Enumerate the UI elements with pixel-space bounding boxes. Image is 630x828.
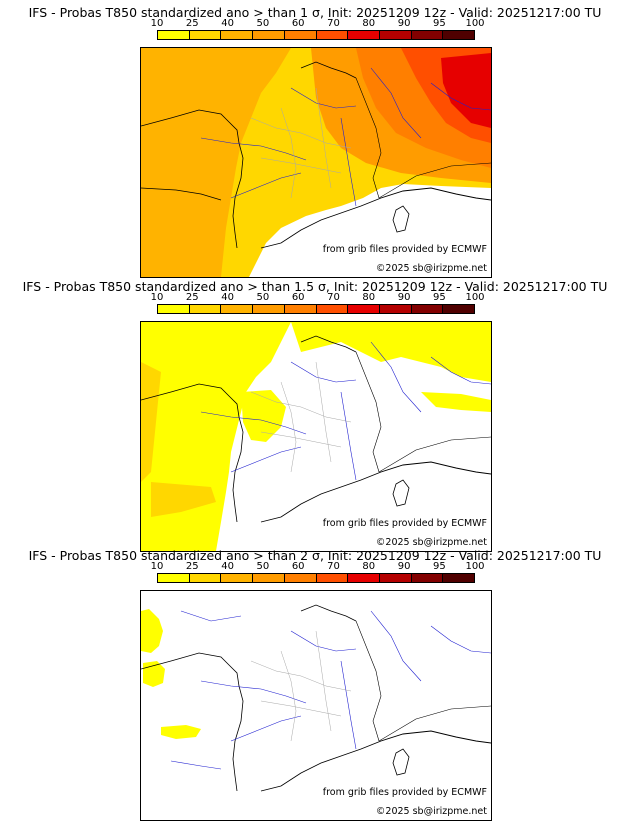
colorbar-swatch xyxy=(221,31,254,39)
colorbar-swatch xyxy=(316,305,349,313)
source-credit: from grib files provided by ECMWF xyxy=(322,787,487,798)
map-panel-1-5-sigma: IFS - Probas T850 standardized ano > tha… xyxy=(0,280,630,552)
colorbar-swatch xyxy=(348,574,380,582)
colorbar-swatch xyxy=(253,31,285,39)
colorbar-tick: 70 xyxy=(327,561,340,572)
colorbar-swatch xyxy=(189,574,222,582)
colorbar xyxy=(157,30,475,40)
colorbar-tick: 60 xyxy=(291,18,305,29)
colorbar-tick: 100 xyxy=(465,561,485,572)
colorbar-tick: 40 xyxy=(221,561,234,572)
colorbar-tick: 25 xyxy=(185,18,199,29)
colorbar-swatch xyxy=(253,305,285,313)
colorbar-tick: 80 xyxy=(362,561,376,572)
colorbar-tick: 100 xyxy=(465,292,485,303)
source-credit: from grib files provided by ECMWF xyxy=(322,518,487,529)
colorbar-swatch xyxy=(443,574,475,582)
colorbar-swatch xyxy=(379,574,412,582)
colorbar-swatch xyxy=(221,574,254,582)
copyright-credit: ©2025 sb@irizpme.net xyxy=(375,263,487,274)
colorbar-tick: 95 xyxy=(433,292,446,303)
colorbar-tick: 10 xyxy=(150,292,164,303)
colorbar-swatch xyxy=(158,305,190,313)
panel-title: IFS - Probas T850 standardized ano > tha… xyxy=(28,548,602,563)
probability-map[interactable]: from grib files provided by ECMWF ©2025 … xyxy=(140,321,492,552)
colorbar-swatch xyxy=(316,31,349,39)
colorbar-tick: 80 xyxy=(362,292,376,303)
panel-title: IFS - Probas T850 standardized ano > tha… xyxy=(22,279,608,294)
probability-map[interactable]: from grib files provided by ECMWF ©2025 … xyxy=(140,47,492,278)
colorbar-swatch xyxy=(379,31,412,39)
colorbar-swatch xyxy=(348,305,380,313)
colorbar-tick: 25 xyxy=(185,292,199,303)
colorbar-swatch xyxy=(284,31,317,39)
colorbar-swatch xyxy=(411,574,444,582)
colorbar-swatch xyxy=(158,31,190,39)
colorbar-tick: 90 xyxy=(397,292,411,303)
source-credit: from grib files provided by ECMWF xyxy=(322,244,487,255)
map-panel-2-sigma: IFS - Probas T850 standardized ano > tha… xyxy=(0,549,630,821)
colorbar-swatch xyxy=(443,31,475,39)
colorbar-tick: 40 xyxy=(221,292,234,303)
colorbar-tick: 40 xyxy=(221,18,234,29)
colorbar-tick: 50 xyxy=(256,18,270,29)
colorbar-ticks: 10 25 40 50 60 70 80 90 95 100 xyxy=(151,561,485,573)
map-panel-1-sigma: IFS - Probas T850 standardized ano > tha… xyxy=(0,6,630,278)
colorbar-tick: 70 xyxy=(327,292,340,303)
colorbar-swatch xyxy=(348,31,380,39)
colorbar-tick: 25 xyxy=(185,561,199,572)
colorbar xyxy=(157,573,475,583)
colorbar-tick: 60 xyxy=(291,561,305,572)
colorbar xyxy=(157,304,475,314)
colorbar-tick: 95 xyxy=(433,18,446,29)
colorbar-tick: 100 xyxy=(465,18,485,29)
map-canvas xyxy=(141,48,491,277)
probability-map[interactable]: from grib files provided by ECMWF ©2025 … xyxy=(140,590,492,821)
copyright-credit: ©2025 sb@irizpme.net xyxy=(375,806,487,817)
colorbar-ticks: 10 25 40 50 60 70 80 90 95 100 xyxy=(151,18,485,30)
colorbar-tick: 90 xyxy=(397,561,411,572)
colorbar-swatch xyxy=(316,574,349,582)
panel-title: IFS - Probas T850 standardized ano > tha… xyxy=(28,5,602,20)
colorbar-swatch xyxy=(189,31,222,39)
colorbar-tick: 95 xyxy=(433,561,446,572)
colorbar-swatch xyxy=(253,574,285,582)
colorbar-swatch xyxy=(379,305,412,313)
colorbar-tick: 10 xyxy=(150,18,164,29)
colorbar-tick: 60 xyxy=(291,292,305,303)
colorbar-swatch xyxy=(284,305,317,313)
colorbar-swatch xyxy=(443,305,475,313)
colorbar-tick: 70 xyxy=(327,18,340,29)
colorbar-swatch xyxy=(411,31,444,39)
colorbar-tick: 10 xyxy=(150,561,164,572)
copyright-credit: ©2025 sb@irizpme.net xyxy=(375,537,487,548)
map-canvas xyxy=(141,591,491,820)
colorbar-tick: 50 xyxy=(256,561,270,572)
colorbar-swatch xyxy=(411,305,444,313)
map-canvas xyxy=(141,322,491,551)
colorbar-swatch xyxy=(158,574,190,582)
colorbar-swatch xyxy=(284,574,317,582)
colorbar-tick: 50 xyxy=(256,292,270,303)
colorbar-tick: 80 xyxy=(362,18,376,29)
colorbar-swatch xyxy=(189,305,222,313)
colorbar-ticks: 10 25 40 50 60 70 80 90 95 100 xyxy=(151,292,485,304)
colorbar-swatch xyxy=(221,305,254,313)
colorbar-tick: 90 xyxy=(397,18,411,29)
